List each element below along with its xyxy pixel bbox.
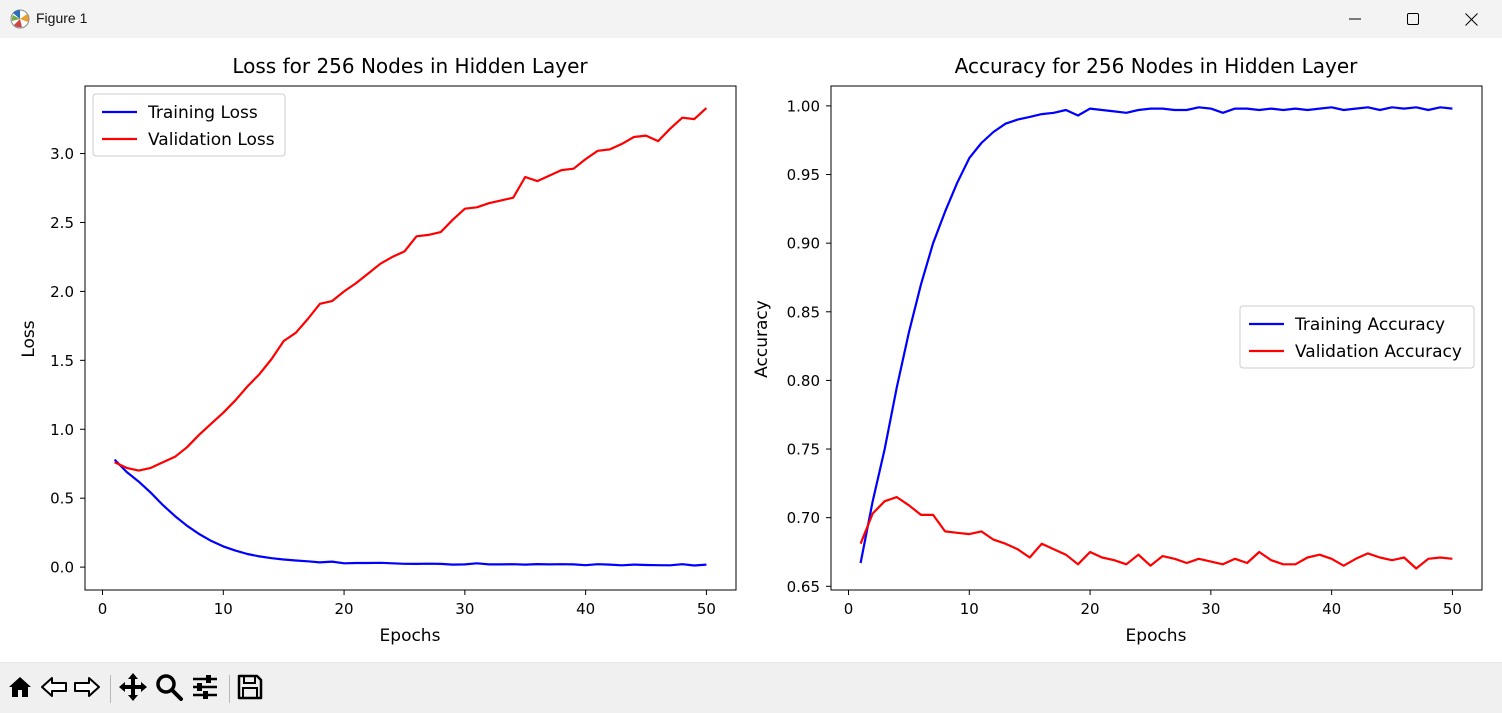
axes-frame — [830, 85, 1483, 591]
plot-lines — [859, 106, 1453, 570]
x-tick-label: 30 — [1201, 600, 1220, 618]
accuracy-axes: Accuracy for 256 Nodes in Hidden Layer 0… — [752, 54, 1483, 646]
toolbar-separator — [229, 675, 230, 703]
maximize-icon — [1406, 12, 1420, 26]
plot-lines — [113, 107, 708, 567]
y-tick-label: 0.90 — [787, 235, 820, 253]
forward-arrow-icon — [73, 674, 101, 704]
series-line-training — [859, 106, 1453, 564]
matplotlib-app-icon — [10, 9, 30, 29]
legend-box — [92, 93, 286, 157]
x-tick-label: 0 — [844, 600, 854, 618]
x-axis-label: Epochs — [380, 626, 441, 646]
axes-frame — [84, 85, 737, 591]
y-tick-label: 0.5 — [50, 490, 74, 508]
legend: Training Loss Validation Loss — [92, 93, 286, 157]
y-tick-label: 0.95 — [787, 166, 820, 184]
y-tick-label: 0.65 — [787, 578, 820, 596]
legend: Training Accuracy Validation Accuracy — [1239, 305, 1475, 369]
x-axis-label: Epochs — [1126, 626, 1187, 646]
y-tick-label: 3.0 — [50, 145, 74, 163]
y-axis-label: Loss — [19, 320, 39, 357]
y-tick-label: 2.5 — [50, 214, 74, 232]
legend-label: Training Accuracy — [1294, 315, 1445, 335]
x-tick-label: 20 — [335, 600, 354, 618]
series-line-training — [113, 458, 707, 567]
close-button[interactable] — [1442, 0, 1500, 38]
figure-canvas[interactable]: Loss for 256 Nodes in Hidden Layer 0 10 20… — [0, 38, 1502, 662]
zoom-magnifier-icon — [155, 673, 183, 705]
legend-label: Validation Loss — [148, 130, 275, 150]
zoom-button[interactable] — [153, 673, 185, 705]
pan-button[interactable] — [117, 673, 149, 705]
x-tick-label: 10 — [214, 600, 233, 618]
y-tick-label: 1.5 — [50, 352, 74, 370]
back-button[interactable] — [38, 673, 70, 705]
x-ticks: 0 10 20 30 40 50 — [844, 590, 1462, 618]
back-arrow-icon — [40, 674, 68, 704]
window-title: Figure 1 — [36, 10, 88, 26]
y-tick-label: 0.70 — [787, 509, 820, 527]
chart-title: Accuracy for 256 Nodes in Hidden Layer — [955, 54, 1358, 78]
y-tick-label: 1.0 — [50, 421, 74, 439]
home-icon — [7, 674, 33, 704]
configure-subplots-button[interactable] — [189, 673, 221, 705]
series-line-validation — [859, 496, 1453, 570]
save-disk-icon — [237, 674, 263, 704]
y-tick-label: 0.75 — [787, 441, 820, 459]
x-tick-label: 30 — [455, 600, 474, 618]
x-tick-label: 10 — [960, 600, 979, 618]
loss-axes: Loss for 256 Nodes in Hidden Layer 0 10 20… — [19, 54, 737, 646]
x-tick-label: 40 — [1322, 600, 1341, 618]
y-ticks: 0.0 0.5 1.0 1.5 2.0 2.5 3.0 — [50, 145, 85, 577]
y-tick-label: 1.00 — [787, 97, 820, 115]
minimize-icon — [1349, 13, 1361, 25]
x-tick-label: 0 — [98, 600, 108, 618]
home-button[interactable] — [4, 673, 36, 705]
x-tick-label: 50 — [1443, 600, 1462, 618]
y-ticks: 0.65 0.70 0.75 0.80 0.85 0.90 0.95 1.00 — [787, 97, 831, 596]
x-tick-label: 40 — [576, 600, 595, 618]
x-ticks: 0 10 20 30 40 50 — [98, 590, 716, 618]
pan-move-icon — [118, 672, 148, 706]
series-line-validation — [114, 107, 708, 472]
chart-title: Loss for 256 Nodes in Hidden Layer — [232, 54, 588, 78]
y-tick-label: 0.0 — [50, 559, 74, 577]
forward-button[interactable] — [71, 673, 103, 705]
x-tick-label: 50 — [697, 600, 716, 618]
y-axis-label: Accuracy — [752, 300, 772, 378]
y-tick-label: 2.0 — [50, 283, 74, 301]
maximize-button[interactable] — [1384, 0, 1442, 38]
minimize-button[interactable] — [1326, 0, 1384, 38]
y-tick-label: 0.85 — [787, 303, 820, 321]
title-bar[interactable]: Figure 1 — [0, 0, 1502, 38]
y-tick-label: 0.80 — [787, 372, 820, 390]
x-tick-label: 20 — [1081, 600, 1100, 618]
save-button[interactable] — [234, 673, 266, 705]
legend-label: Validation Accuracy — [1295, 342, 1462, 362]
legend-label: Training Loss — [147, 103, 258, 123]
configure-subplots-icon — [191, 673, 219, 705]
legend-box — [1239, 305, 1475, 369]
close-icon — [1464, 12, 1478, 26]
figure-svg: Loss for 256 Nodes in Hidden Layer 0 10 20… — [19, 54, 1483, 646]
navigation-toolbar — [0, 662, 1502, 713]
toolbar-separator — [110, 675, 111, 703]
